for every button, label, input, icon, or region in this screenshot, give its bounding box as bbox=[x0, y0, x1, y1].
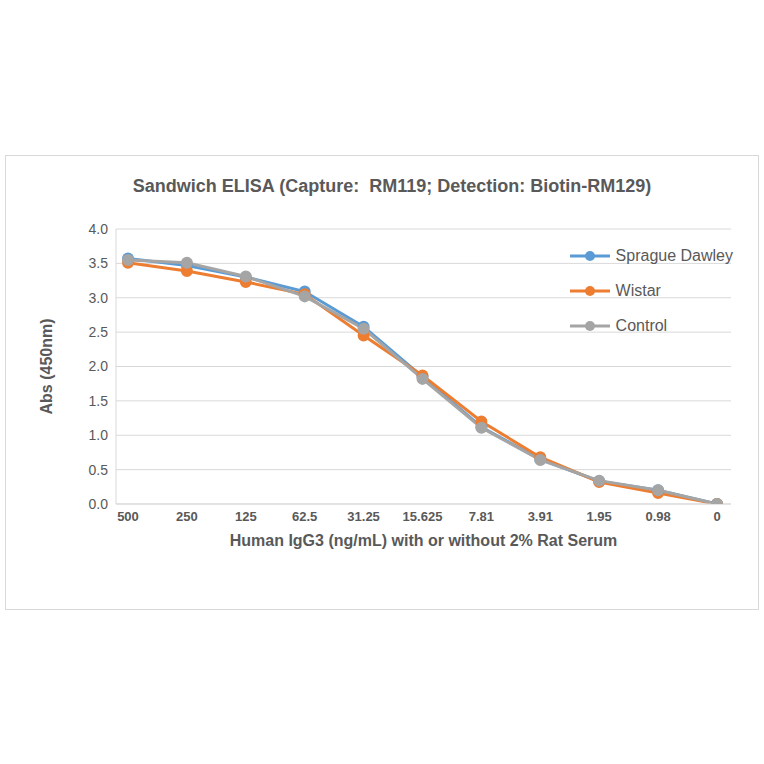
svg-text:0.0: 0.0 bbox=[89, 496, 109, 512]
svg-text:1.5: 1.5 bbox=[89, 393, 109, 409]
html-text:Sprague Dawley: Sprague Dawley bbox=[615, 246, 733, 264]
svg-text:3.5: 3.5 bbox=[89, 255, 109, 271]
svg-text:125: 125 bbox=[235, 509, 257, 524]
svg-text:1.95: 1.95 bbox=[587, 509, 612, 524]
svg-text:0: 0 bbox=[713, 509, 720, 524]
svg-text:250: 250 bbox=[176, 509, 198, 524]
svg-text:Abs (450nm): Abs (450nm) bbox=[38, 318, 55, 414]
html-text:Control: Control bbox=[615, 316, 668, 334]
svg-text:0.5: 0.5 bbox=[89, 462, 109, 478]
svg-text:7.81: 7.81 bbox=[469, 509, 494, 524]
svg-text:1.0: 1.0 bbox=[89, 427, 109, 443]
html-text:Sandwich ELISA (Capture: RM119: Sandwich ELISA (Capture: RM119; Detectio… bbox=[132, 176, 652, 196]
svg-text:2.0: 2.0 bbox=[89, 358, 109, 374]
svg-text:3.0: 3.0 bbox=[89, 290, 109, 306]
svg-text:Human IgG3 (ng/mL) with or wit: Human IgG3 (ng/mL) with or without 2% Ra… bbox=[230, 532, 618, 549]
svg-text:31.25: 31.25 bbox=[347, 509, 380, 524]
svg-text:4.0: 4.0 bbox=[89, 221, 109, 237]
svg-text:500: 500 bbox=[117, 509, 139, 524]
svg-text:2.5: 2.5 bbox=[89, 324, 109, 340]
html-text:Wistar: Wistar bbox=[615, 281, 661, 299]
svg-text:0.98: 0.98 bbox=[645, 509, 670, 524]
svg-text:3.91: 3.91 bbox=[528, 509, 553, 524]
svg-text:62.5: 62.5 bbox=[292, 509, 317, 524]
svg-text:15.625: 15.625 bbox=[403, 509, 443, 524]
